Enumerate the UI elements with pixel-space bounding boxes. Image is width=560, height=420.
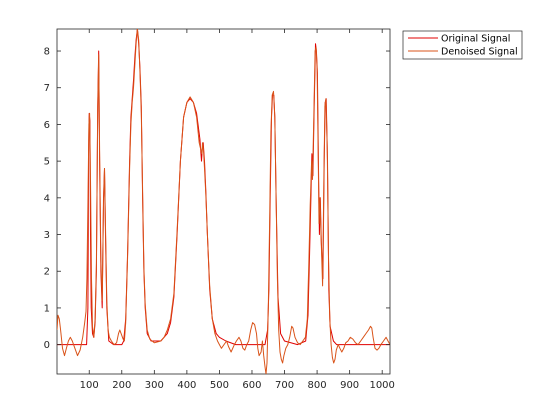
y-tick-label: 3 xyxy=(44,230,50,241)
legend-box xyxy=(402,30,523,60)
x-tick-label: 200 xyxy=(112,380,131,391)
axes-box xyxy=(56,28,391,375)
y-tick-label: 4 xyxy=(44,193,50,204)
x-tick-label: 400 xyxy=(177,380,196,391)
x-tick-label: 900 xyxy=(340,380,359,391)
x-tick-label: 600 xyxy=(242,380,261,391)
y-tick-label: 0 xyxy=(44,340,50,351)
x-tick-label: 800 xyxy=(308,380,327,391)
x-tick-label: 300 xyxy=(145,380,164,391)
x-tick-label: 500 xyxy=(210,380,229,391)
x-tick-label: 700 xyxy=(275,380,294,391)
x-tick-label: 100 xyxy=(80,380,99,391)
y-tick-label: 5 xyxy=(44,157,50,168)
legend: Original Signal Denoised Signal xyxy=(402,30,523,60)
legend-label-original: Original Signal xyxy=(441,34,510,45)
series-line-denoised xyxy=(57,29,390,374)
y-tick-label: 2 xyxy=(44,267,50,278)
y-tick-label: 7 xyxy=(44,83,50,94)
y-tick-label: 1 xyxy=(44,303,50,314)
tick-layer: 100 200 300 400 500 600 700 800 900 1000 0 1 2 3 4 5 6 7 8 xyxy=(44,29,395,391)
series-layer xyxy=(57,29,390,374)
x-tick-label: 1000 xyxy=(369,380,394,391)
y-tick-label: 6 xyxy=(44,120,50,131)
y-tick-label: 8 xyxy=(44,47,50,58)
legend-label-denoised: Denoised Signal xyxy=(441,47,518,58)
